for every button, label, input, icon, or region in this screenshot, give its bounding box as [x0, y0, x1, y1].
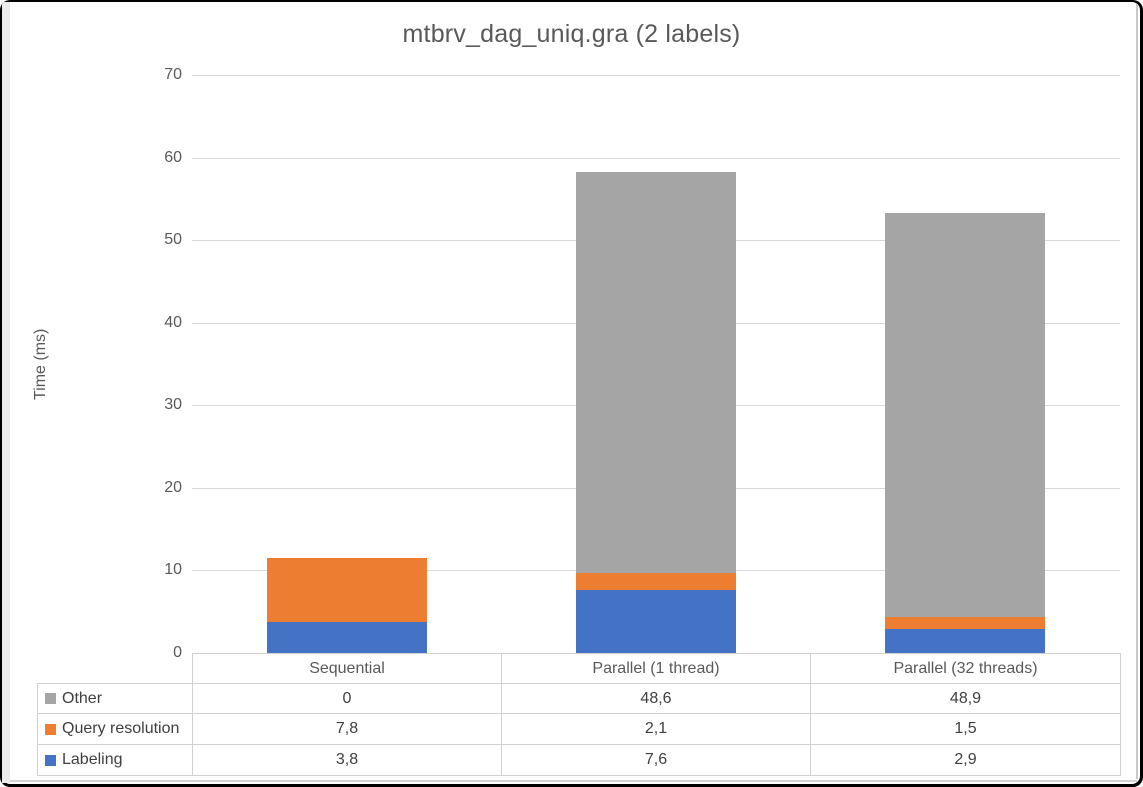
y-tick-label: 20: [164, 479, 182, 496]
window-right-edge: [1136, 4, 1138, 779]
bar-segment-query-resolution: [267, 558, 427, 622]
value-cell: 48,6: [501, 683, 811, 714]
y-tick-label: 60: [164, 149, 182, 166]
legend-key-cell: Labeling: [37, 744, 193, 776]
legend-key-cell: Query resolution: [37, 713, 193, 745]
chart-title: mtbrv_dag_uniq.gra (2 labels): [402, 20, 741, 48]
bar-segment-labeling: [576, 590, 736, 653]
bar-segment-labeling: [267, 622, 427, 653]
y-tick-label: 50: [164, 231, 182, 248]
value-cell: 2,1: [501, 713, 811, 745]
legend-series-label: Other: [62, 689, 103, 707]
legend-series-label: Query resolution: [62, 720, 180, 737]
window-bottom-edge: [10, 780, 1137, 782]
data-table: Sequential Parallel (1 thread) Parallel (3…: [37, 653, 1121, 776]
table-row: Other 0 48,6 48,9: [37, 683, 1121, 714]
value-cell: 3,8: [192, 744, 502, 776]
gridline: [192, 158, 1120, 159]
bar-segment-other: [885, 213, 1045, 617]
value-cell: 2,9: [810, 744, 1121, 776]
legend-swatch-query-resolution: [45, 723, 56, 735]
table-row: Query resolution 7,8 2,1 1,5: [37, 713, 1121, 745]
y-tick-label: 0: [173, 644, 182, 661]
y-axis-title: Time (ms): [32, 328, 49, 400]
legend-header-spacer: [38, 654, 193, 684]
legend-swatch-labeling: [45, 754, 56, 766]
bar-parallel-32-threads: [885, 213, 1045, 653]
gridline: [192, 75, 1120, 76]
bar-segment-labeling: [885, 629, 1045, 653]
y-tick-label: 30: [164, 396, 182, 413]
y-tick-label: 40: [164, 314, 182, 331]
value-cell: 1,5: [810, 713, 1121, 745]
value-cell: 7,6: [501, 744, 811, 776]
value-cell: 7,8: [192, 713, 502, 745]
y-tick-label: 70: [164, 66, 182, 83]
bar-sequential: [267, 558, 427, 653]
category-header-cell: Parallel (32 threads): [810, 653, 1121, 684]
y-tick-label: 10: [164, 561, 182, 578]
legend-swatch-other: [45, 693, 56, 704]
legend-series-label: Labeling: [62, 751, 123, 768]
bar-segment-query-resolution: [576, 573, 736, 590]
bar-segment-other: [576, 172, 736, 573]
window-left-gutter: [2, 2, 10, 783]
category-header-cell: Parallel (1 thread): [501, 653, 811, 684]
category-header-cell: Sequential: [192, 653, 502, 684]
bar-segment-query-resolution: [885, 617, 1045, 629]
bar-parallel-1-thread: [576, 172, 736, 653]
table-row: Labeling 3,8 7,6 2,9: [37, 744, 1121, 776]
value-cell: 0: [192, 683, 502, 714]
legend-key-cell: Other: [37, 683, 193, 714]
value-cell: 48,9: [810, 683, 1121, 714]
